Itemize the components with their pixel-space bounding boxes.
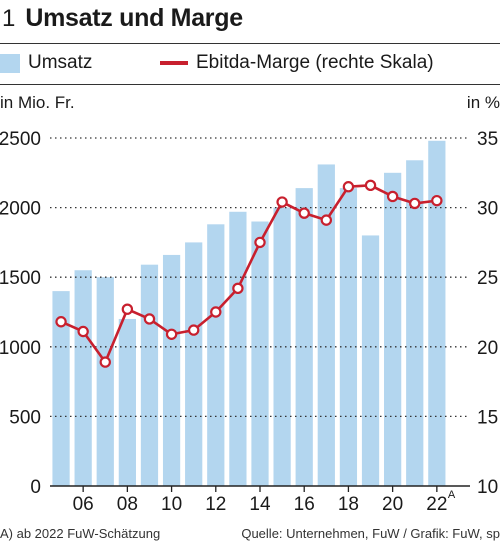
umsatz-bar [118,318,136,486]
right-axis-unit: in % [466,93,500,112]
margin-point [121,303,134,315]
margin-point [165,328,178,340]
margin-point [276,196,288,208]
umsatz-bar [428,140,446,486]
margin-point [99,356,111,368]
right-tick-label: 30 [477,199,498,220]
x-tick-label: 12 [205,494,226,515]
x-tick-label: 10 [161,494,182,515]
right-tick-label: 35 [477,129,498,150]
x-tick-label: 06 [73,494,94,515]
margin-point [342,181,355,193]
x-tick-label: 08 [117,494,138,515]
umsatz-bar [384,172,402,487]
margin-point [77,325,89,338]
margin-point [210,306,222,318]
umsatz-bar [361,235,380,486]
margin-point [298,207,310,219]
margin-point [409,197,421,210]
margin-point [254,236,266,249]
umsatz-bar [52,291,70,486]
umsatz-bar [295,188,313,486]
right-tick-label: 15 [477,407,498,428]
umsatz-bar [185,242,203,486]
umsatz-bar [74,270,92,486]
x-tick-label: 22 [426,494,447,515]
umsatz-bar [339,188,358,486]
margin-point [55,316,67,328]
margin-point [187,324,200,336]
left-tick-label: 2000 [0,199,41,220]
left-tick-label: 1000 [0,338,41,359]
margin-line [60,184,438,364]
chart-title-row: 1 Umsatz und Marge [2,4,243,36]
umsatz-bar [229,211,247,486]
umsatz-bar [317,164,335,486]
umsatz-bar [162,254,181,486]
left-tick-label: 0 [30,477,41,498]
source-credit: Quelle: Unternehmen, FuW / Grafik: FuW, … [241,526,500,541]
left-tick-label: 2500 [0,129,41,150]
umsatz-bar [207,224,225,486]
legend-line-label: Ebitda-Marge (rechte Skala) [196,52,434,73]
right-tick-label: 20 [477,338,498,359]
title-divider [0,43,500,44]
margin-point [364,179,377,192]
legend-bar-swatch [0,53,20,73]
umsatz-bar [251,221,269,486]
right-tick-label: 10 [477,477,498,498]
x-tick-label: 14 [249,494,271,515]
legend-divider [0,84,500,85]
margin-point [232,282,244,295]
margin-point [431,194,443,207]
legend-item-bars: Umsatz [0,52,92,74]
legend-item-line: Ebitda-Marge (rechte Skala) [160,52,434,74]
legend-line-swatch [160,61,188,65]
x-tick-superscript: A [448,489,456,501]
chart-title: Umsatz und Marge [25,4,243,32]
right-tick-label: 25 [477,268,498,289]
legend: Umsatz Ebitda-Marge (rechte Skala) [0,52,500,78]
x-tick-label: 20 [382,494,403,515]
x-tick-label: 18 [338,494,359,515]
margin-point [386,190,399,203]
left-tick-label: 1500 [0,268,41,289]
figure-number: 1 [2,5,16,32]
umsatz-bar [406,160,424,486]
left-tick-label: 500 [9,407,41,428]
margin-point [320,214,333,226]
legend-bar-label: Umsatz [28,52,93,73]
footnote: A) ab 2022 FuW-Schätzung [0,526,161,541]
left-axis-unit: in Mio. Fr. [0,93,75,112]
margin-point [143,313,156,325]
x-tick-label: 16 [294,494,315,515]
umsatz-bar [96,277,114,486]
umsatz-bar [140,264,159,486]
